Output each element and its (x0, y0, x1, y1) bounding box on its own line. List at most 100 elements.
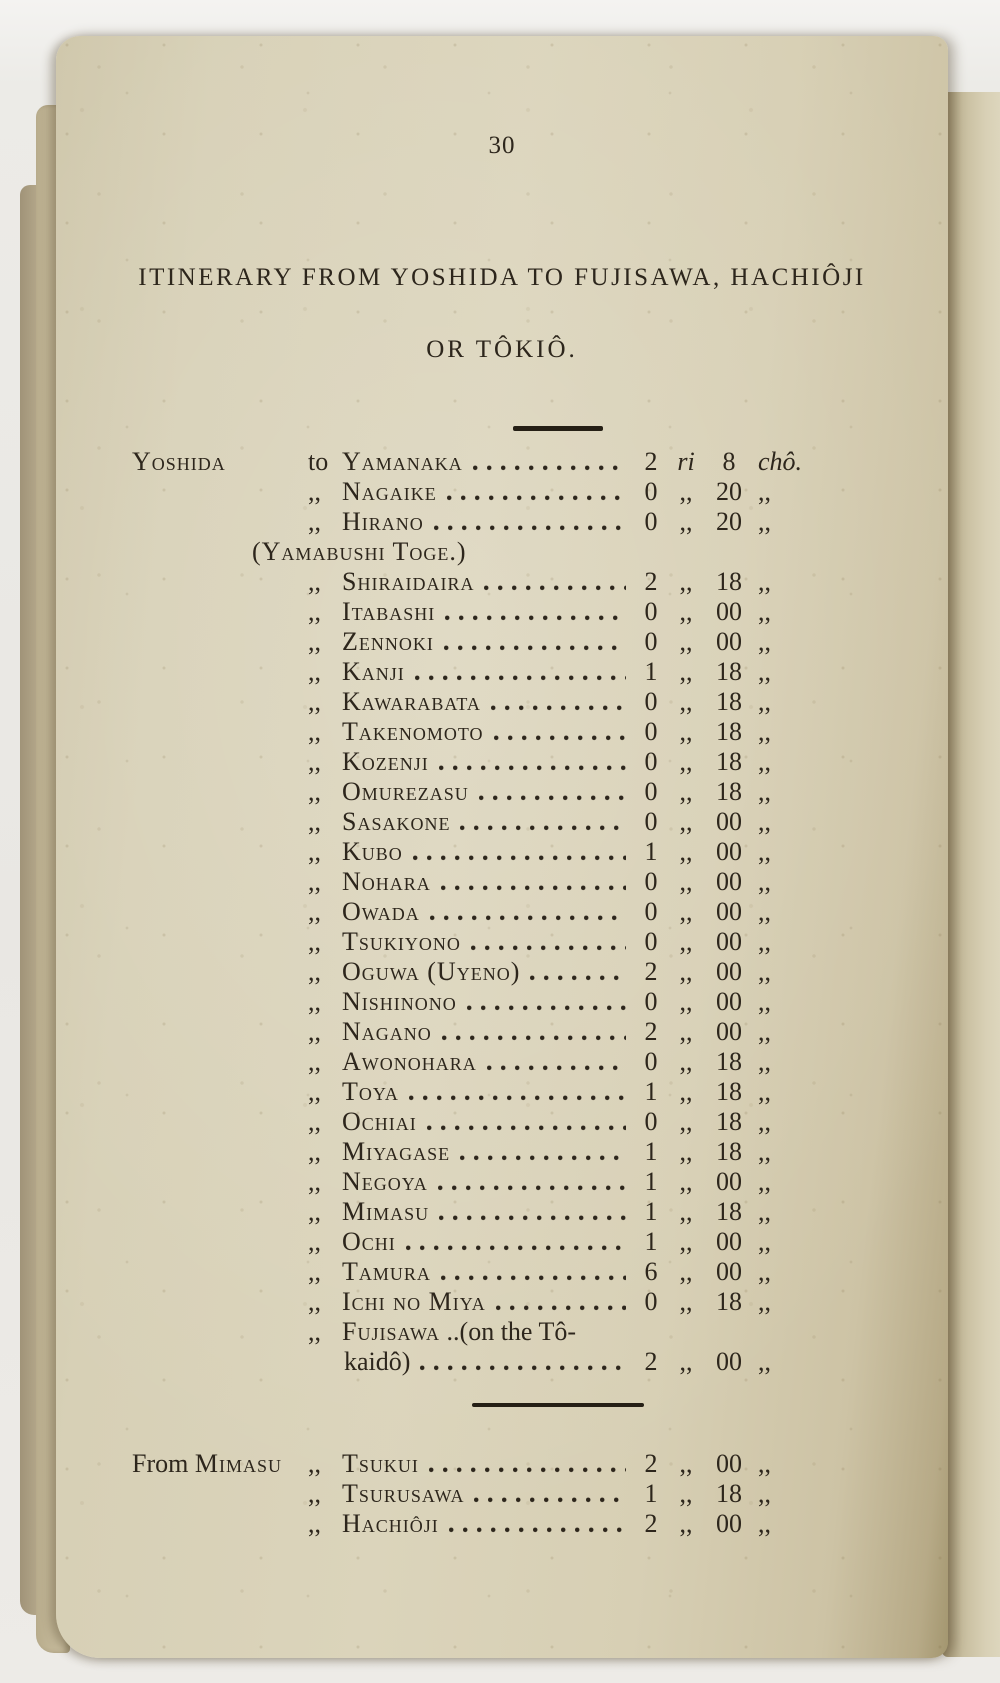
ri-value: 1 (644, 837, 658, 866)
dot-leader (472, 465, 626, 471)
itinerary-row: ,, Kozenji 0 ,, 18 ,, (132, 747, 808, 777)
ri-value: 1 (644, 1137, 658, 1166)
itinerary-row: ,, Awonohara 0 ,, 18 ,, (132, 1047, 808, 1077)
ri-unit-or-ditto: ,, (679, 777, 693, 806)
ditto-or-to: ,, (308, 687, 321, 716)
ri-value: 0 (644, 717, 658, 746)
destination-name: Nohara (342, 867, 431, 896)
destination-name: Ochiai (342, 1107, 417, 1136)
destination-name: Awonohara (342, 1047, 477, 1076)
destination-name: Mimasu (342, 1197, 430, 1226)
destination-name: Omurezasu (342, 777, 469, 806)
destination-name: Hachiôji (342, 1509, 439, 1538)
cho-value: 00 (716, 597, 742, 626)
ri-value: 2 (644, 447, 658, 476)
cho-unit-or-ditto: ,, (758, 687, 771, 716)
itinerary-row: ,, Tsurusawa 1 ,, 18 ,, (132, 1479, 808, 1509)
cho-value: 00 (716, 837, 742, 866)
destination-cell: Hachiôji (342, 1509, 439, 1539)
destination-name: Sasakone (342, 807, 451, 836)
dot-leader (420, 1365, 626, 1371)
destination-cell: Fujisawa ..(on the Tô- (342, 1317, 576, 1347)
destination-cell: Kubo (342, 837, 403, 867)
itinerary-row: ,, Takenomoto 0 ,, 18 ,, (132, 717, 808, 747)
destination-name: Fujisawa (342, 1317, 441, 1346)
cho-unit-or-ditto: ,, (758, 867, 771, 896)
ri-value: 0 (644, 897, 658, 926)
cho-value: 18 (716, 777, 742, 806)
cho-value: 00 (716, 1227, 742, 1256)
ditto-or-to: ,, (308, 1017, 321, 1046)
ri-unit-or-ditto: ,, (679, 1227, 693, 1256)
destination-name: Nagano (342, 1017, 432, 1046)
destination-cell: Ochiai (342, 1107, 417, 1137)
itinerary-row: ,, Ochi 1 ,, 00 ,, (132, 1227, 808, 1257)
ditto-or-to: ,, (308, 807, 321, 836)
destination-cell: Tsukiyono (342, 927, 461, 957)
dot-leader (443, 645, 626, 651)
dot-leader (448, 1527, 626, 1533)
page-content: 30 ITINERARY FROM YOSHIDA TO FUJISAWA, H… (56, 36, 948, 1658)
cho-value: 00 (716, 1017, 742, 1046)
dot-leader (445, 615, 626, 621)
ri-unit-or-ditto: ,, (679, 987, 693, 1016)
cho-unit-or-ditto: ,, (758, 1449, 771, 1478)
destination-name: Ichi no Miya (342, 1287, 486, 1316)
cho-value: 00 (716, 1257, 742, 1286)
itinerary-row: ,, Fujisawa ..(on the Tô- (132, 1317, 808, 1347)
cho-unit-or-ditto: ,, (758, 1077, 771, 1106)
destination-cell: Kozenji (342, 747, 429, 777)
ri-unit-or-ditto: ,, (679, 627, 693, 656)
cho-unit-or-ditto: ,, (758, 717, 771, 746)
destination-cell: Kanji (342, 657, 405, 687)
destination-name: Hirano (342, 507, 424, 536)
dot-leader (446, 495, 626, 501)
ri-value: 2 (644, 1509, 658, 1538)
ditto-or-to: ,, (308, 1479, 321, 1508)
itinerary-row: ,, Zennoki 0 ,, 00 ,, (132, 627, 808, 657)
ditto-or-to: ,, (308, 1077, 321, 1106)
ditto-or-to: ,, (308, 717, 321, 746)
destination-cell: Tsukui (342, 1449, 419, 1479)
ri-value: 1 (644, 1167, 658, 1196)
ri-unit-or-ditto: ,, (679, 597, 693, 626)
cho-unit-or-ditto: ,, (758, 507, 771, 536)
cho-unit-or-ditto: ,, (758, 897, 771, 926)
destination-name: Ochi (342, 1227, 396, 1256)
cho-unit-or-ditto: ,, (758, 777, 771, 806)
dot-leader (478, 795, 626, 801)
destination-name: Toya (342, 1077, 399, 1106)
dot-leader (470, 945, 626, 951)
cho-value: 18 (716, 687, 742, 716)
ditto-or-to: ,, (308, 747, 321, 776)
ri-unit-or-ditto: ,, (679, 807, 693, 836)
dot-leader (412, 855, 626, 861)
ri-unit-or-ditto: ,, (679, 1107, 693, 1136)
destination-cell: Tamura (342, 1257, 431, 1287)
destination-name: Itabashi (342, 597, 436, 626)
cho-unit-or-ditto: ,, (758, 807, 771, 836)
itinerary-section: From Mimasu ,, Tsukui 2 ,, 00 ,, ,, Tsur… (132, 1449, 808, 1539)
destination-suffix: ..(on the Tô- (440, 1317, 577, 1346)
cho-unit-or-ditto: ,, (758, 1107, 771, 1136)
destination-name: Tamura (342, 1257, 431, 1286)
cho-unit-or-ditto: ,, (758, 627, 771, 656)
ri-unit-or-ditto: ,, (679, 1509, 693, 1538)
ditto-or-to: ,, (308, 1047, 321, 1076)
ri-unit-or-ditto: ,, (679, 1287, 693, 1316)
page-number: 30 (488, 132, 516, 159)
cho-value: 18 (716, 1137, 742, 1166)
cho-value: 18 (716, 747, 742, 776)
ditto-or-to: ,, (308, 1227, 321, 1256)
cho-value: 18 (716, 717, 742, 746)
ri-unit-or-ditto: ,, (679, 567, 693, 596)
destination-name: Owada (342, 897, 420, 926)
cho-value: 18 (716, 1047, 742, 1076)
ditto-or-to: ,, (308, 1287, 321, 1316)
destination-name: Nagaike (342, 477, 437, 506)
ri-unit-or-ditto: ,, (679, 1167, 693, 1196)
ri-value: 2 (644, 567, 658, 596)
destination-name: Tsukui (342, 1449, 419, 1478)
route-note: (Yamabushi Toge.) (252, 537, 808, 567)
